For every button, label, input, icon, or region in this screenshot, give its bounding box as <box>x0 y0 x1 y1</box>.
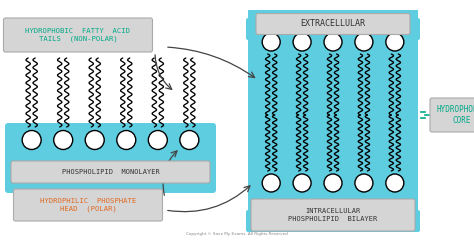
Circle shape <box>148 131 167 150</box>
FancyBboxPatch shape <box>251 199 415 231</box>
Circle shape <box>180 131 199 150</box>
Circle shape <box>324 33 342 51</box>
Circle shape <box>355 174 373 192</box>
FancyBboxPatch shape <box>11 161 210 183</box>
Circle shape <box>262 174 280 192</box>
FancyBboxPatch shape <box>430 98 474 132</box>
Text: EXTRACELLULAR: EXTRACELLULAR <box>301 19 365 29</box>
Circle shape <box>85 131 104 150</box>
Circle shape <box>386 174 404 192</box>
Circle shape <box>22 131 41 150</box>
FancyBboxPatch shape <box>5 123 216 193</box>
FancyBboxPatch shape <box>256 13 410 35</box>
Text: Copyright © Save My Exams. All Rights Reserved: Copyright © Save My Exams. All Rights Re… <box>186 232 288 236</box>
Text: HYDROPHOBIC
CORE: HYDROPHOBIC CORE <box>437 105 474 125</box>
Circle shape <box>262 33 280 51</box>
FancyBboxPatch shape <box>246 210 420 232</box>
Circle shape <box>324 174 342 192</box>
Text: INTRACELLULAR
PHOSPHOLIPID  BILAYER: INTRACELLULAR PHOSPHOLIPID BILAYER <box>288 208 378 222</box>
FancyBboxPatch shape <box>13 189 163 221</box>
Circle shape <box>386 33 404 51</box>
Circle shape <box>293 33 311 51</box>
Circle shape <box>54 131 73 150</box>
Bar <box>248 10 418 230</box>
Circle shape <box>293 174 311 192</box>
Circle shape <box>355 33 373 51</box>
Text: PHOSPHOLIPID  MONOLAYER: PHOSPHOLIPID MONOLAYER <box>62 169 159 175</box>
Text: HYDROPHOBIC  FATTY  ACID
TAILS  (NON-POLAR): HYDROPHOBIC FATTY ACID TAILS (NON-POLAR) <box>26 28 130 42</box>
Text: HYDROPHILIC  PHOSPHATE
HEAD  (POLAR): HYDROPHILIC PHOSPHATE HEAD (POLAR) <box>40 198 136 212</box>
Circle shape <box>117 131 136 150</box>
FancyBboxPatch shape <box>246 18 420 40</box>
FancyBboxPatch shape <box>3 18 153 52</box>
